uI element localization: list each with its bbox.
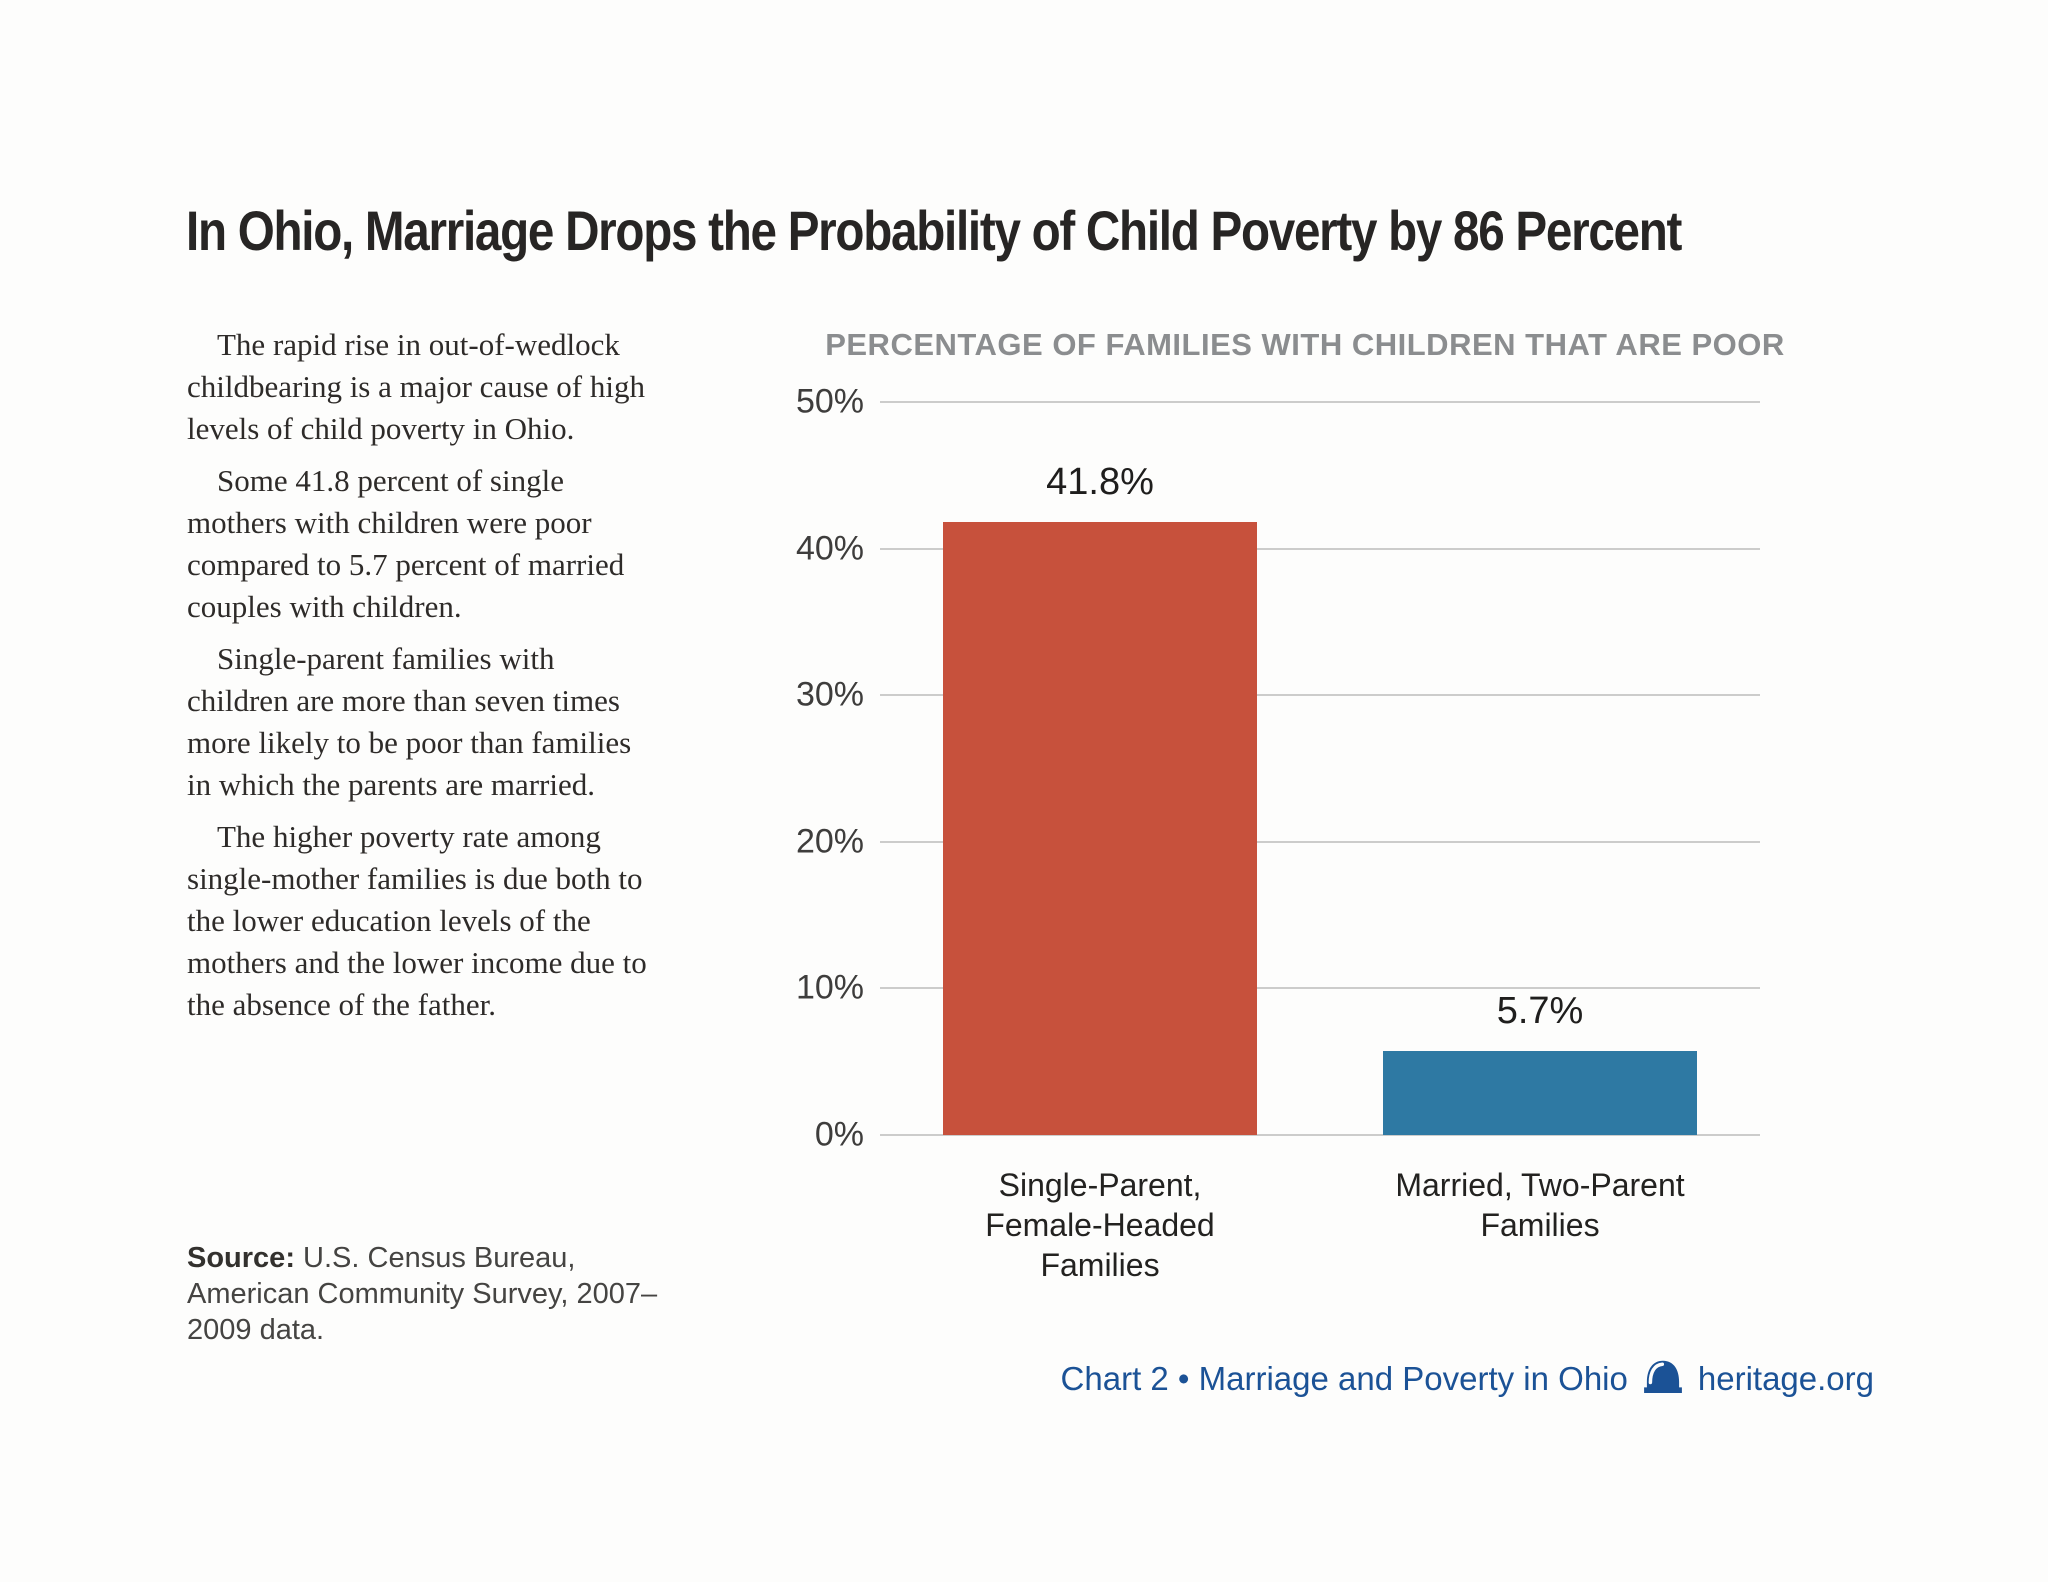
gridline <box>880 1134 1760 1136</box>
bar-slot: 5.7% Married, Two-Parent Families <box>1320 402 1760 1243</box>
chart-title: PERCENTAGE OF FAMILIES WITH CHILDREN THA… <box>825 327 1785 362</box>
y-axis-tick-label: 0% <box>814 1115 864 1154</box>
source-label: Source: <box>187 1242 295 1274</box>
bar <box>943 522 1257 1135</box>
paragraph: The rapid rise in out-of-wedlock childbe… <box>187 327 645 446</box>
bar-chart-plot: 0% 10% 20% 30% 40% 50% 41.8% Single-Parent, Fem… <box>796 383 1760 1283</box>
bar-series: 41.8% Single-Parent, Female-Headed Famili… <box>880 402 1760 1283</box>
page-title: In Ohio, Marriage Drops the Probability … <box>186 198 1682 262</box>
gridline <box>880 547 1760 550</box>
heritage-org-link[interactable]: heritage.org <box>1697 1360 1874 1397</box>
paragraph: Single-parent families with children are… <box>187 641 632 802</box>
gridline <box>880 840 1760 843</box>
gridline <box>880 987 1760 990</box>
y-axis-tick-label: 50% <box>795 382 864 421</box>
bar-value-label: 5.7% <box>1496 990 1584 1033</box>
gridline <box>880 694 1760 697</box>
y-axis-tick-label: 20% <box>795 822 864 861</box>
y-axis-tick-label: 10% <box>795 968 864 1007</box>
paragraph: Some 41.8 percent of single mothers with… <box>187 463 625 624</box>
y-axis-tick-label: 30% <box>795 675 864 714</box>
x-axis-category-label: Single-Parent, Female-Headed Families <box>985 1167 1215 1283</box>
bar-value-label: 41.8% <box>1046 461 1154 504</box>
x-axis-category-label: Married, Two-Parent Families <box>1395 1167 1685 1243</box>
y-axis-tick-label: 40% <box>795 529 864 568</box>
chart-footer: Chart 2 • Marriage and Poverty in Ohio h… <box>0 1358 1874 1400</box>
bar-slot: 41.8% Single-Parent, Female-Headed Famili… <box>880 402 1320 1283</box>
gridline <box>880 401 1760 403</box>
paragraph: The higher poverty rate among single-mot… <box>187 819 647 1022</box>
body-text: The rapid rise in out-of-wedlock childbe… <box>187 324 657 1036</box>
bar <box>1383 1051 1697 1135</box>
footer-caption: Chart 2 • Marriage and Poverty in Ohio <box>1060 1360 1628 1397</box>
liberty-bell-icon <box>1643 1360 1682 1393</box>
source-text: U.S. Census Bureau, American Community S… <box>187 1242 658 1346</box>
source-note: Source: U.S. Census Bureau, American Com… <box>187 1240 687 1348</box>
